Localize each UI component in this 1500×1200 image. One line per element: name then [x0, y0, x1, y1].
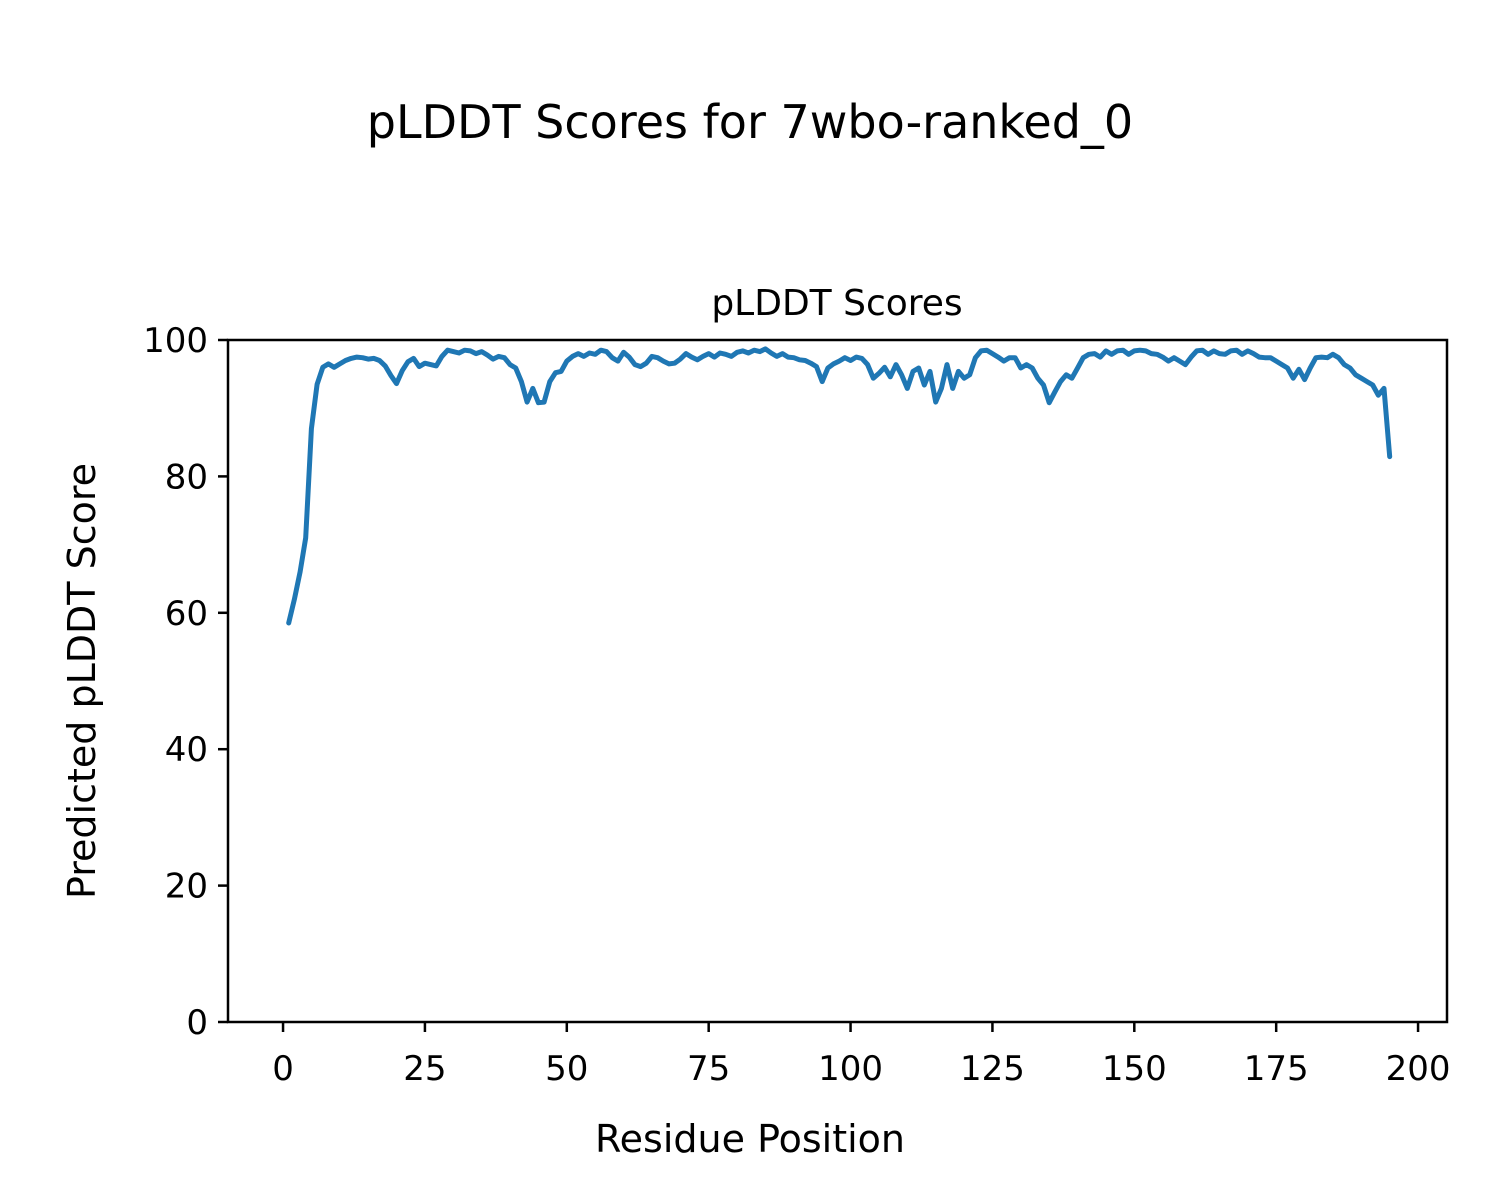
- chart-title: pLDDT Scores: [711, 283, 962, 324]
- x-tick-label: 175: [1244, 1049, 1309, 1089]
- x-tick-label: 150: [1102, 1049, 1167, 1089]
- x-tick-label: 25: [403, 1049, 446, 1089]
- y-tick-label: 0: [186, 1003, 208, 1043]
- y-tick-label: 80: [165, 457, 208, 497]
- plddt-line: [286, 346, 1393, 626]
- y-tick-label: 60: [165, 594, 208, 634]
- plot-border: [226, 338, 1449, 1024]
- figure-suptitle: pLDDT Scores for 7wbo-ranked_0: [367, 95, 1133, 149]
- x-tick-label: 50: [545, 1049, 588, 1089]
- x-tick-label: 125: [960, 1049, 1025, 1089]
- x-tick-label: 75: [687, 1049, 730, 1089]
- axis-ticks: [218, 338, 1420, 1032]
- y-tick-label: 40: [165, 730, 208, 770]
- y-axis-label: Predicted pLDDT Score: [60, 463, 104, 899]
- x-tick-label: 100: [818, 1049, 883, 1089]
- y-tick-label: 100: [143, 321, 208, 361]
- y-tick-label: 20: [165, 867, 208, 907]
- series-pLDDT: [286, 346, 1393, 626]
- x-tick-label: 200: [1386, 1049, 1451, 1089]
- x-tick-label: 0: [272, 1049, 294, 1089]
- x-axis-label: Residue Position: [595, 1117, 905, 1161]
- tick-labels: 0 25 50 75 100 125 150 175 200 0 20 40 60 80 100: [143, 321, 1450, 1089]
